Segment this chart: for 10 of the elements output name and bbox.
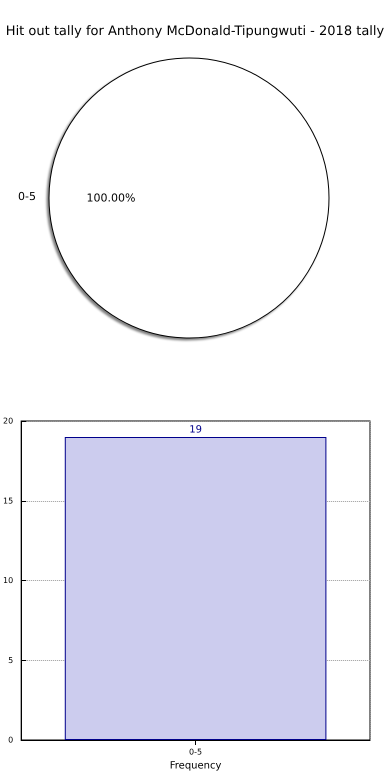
y-tick-label: 10: [2, 576, 14, 585]
y-tick-label: 20: [2, 416, 14, 426]
x-axis-title: Frequency: [170, 760, 222, 772]
slice-label: 0-5: [18, 190, 36, 203]
y-tick-label: 5: [8, 656, 14, 665]
data-label: 100.00%: [86, 192, 136, 204]
chart-title: Hit out tally for Anthony McDonald-Tipungwuti - 2018 tally: [6, 24, 385, 39]
y-tick-label: 15: [2, 496, 14, 506]
data-label: 19: [189, 424, 202, 436]
y-tick-label: 0: [8, 736, 14, 744]
